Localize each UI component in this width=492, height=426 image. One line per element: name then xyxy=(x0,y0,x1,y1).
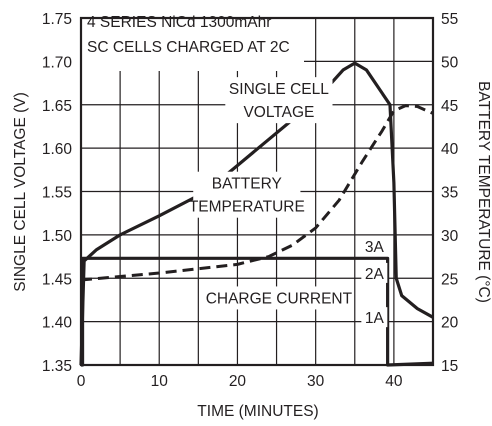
current-label-bg xyxy=(361,262,388,283)
x-tick-label: 40 xyxy=(385,373,403,390)
y-tick-label-right: 30 xyxy=(441,228,459,245)
y-tick-label-left: 1.50 xyxy=(42,228,73,245)
series-label-bg xyxy=(211,286,347,310)
current-label: 2A xyxy=(365,266,385,283)
y-tick-label-right: 40 xyxy=(441,141,459,158)
annotation-line-1: 4 SERIES NiCd 1300mAhr xyxy=(87,14,271,31)
y-tick-label-left: 1.60 xyxy=(42,141,73,158)
series-labels: SINGLE CELL VOLTAGE BATTERY TEMPERATURE CHAR… xyxy=(189,77,388,328)
series-label-text: TEMPERATURE xyxy=(189,199,305,216)
y-tick-label-left: 1.55 xyxy=(42,185,72,202)
plot-frame xyxy=(79,16,435,367)
series-label-text: CHARGE CURRENT xyxy=(206,290,353,307)
y-tick-label-left: 1.45 xyxy=(42,271,72,288)
y-tick-label-right: 50 xyxy=(441,54,459,71)
axes: 0 10 20 30 40 1.35 1.40 1.45 1.50 1.55 1.60 1.65 1.7… xyxy=(42,11,459,390)
series-label-text: SINGLE CELL xyxy=(229,81,329,98)
y-tick-label-right: 55 xyxy=(441,11,458,28)
annotation-box xyxy=(82,9,304,71)
series-label-text: BATTERY xyxy=(212,176,282,193)
y-tick-label-left: 1.40 xyxy=(42,315,73,332)
y-tick-label-left: 1.70 xyxy=(42,54,73,71)
series-label-bg xyxy=(225,77,333,124)
current-label: 3A xyxy=(365,239,385,256)
series-label-bg xyxy=(193,171,301,218)
x-tick-label: 0 xyxy=(77,373,86,390)
x-tick-label: 10 xyxy=(151,373,169,390)
y-tick-label-right: 25 xyxy=(441,271,458,288)
y-tick-label-right: 45 xyxy=(441,98,458,115)
current-label-bg xyxy=(361,236,388,257)
x-tick-label: 20 xyxy=(229,373,247,390)
y-tick-label-left: 1.75 xyxy=(42,11,72,28)
x-axis-label: TIME (MINUTES) xyxy=(197,403,318,420)
series-label-text: VOLTAGE xyxy=(243,104,314,121)
y-tick-label-left: 1.35 xyxy=(42,358,72,375)
y-tick-label-left: 1.65 xyxy=(42,98,72,115)
x-tick-label: 30 xyxy=(307,373,325,390)
annotation-line-2: SC CELLS CHARGED AT 2C xyxy=(87,39,290,56)
y-tick-label-right: 20 xyxy=(441,315,459,332)
series-battery-temperature xyxy=(80,104,434,282)
y-tick-label-right: 35 xyxy=(441,185,458,202)
current-label-bg xyxy=(361,307,388,328)
y-axis-label-right: BATTERY TEMPERATURE (°C) xyxy=(475,81,492,303)
current-label: 1A xyxy=(365,310,385,327)
y-axis-label-left: SINGLE CELL VOLTAGE (V) xyxy=(12,92,29,292)
y-tick-label-right: 15 xyxy=(441,358,458,375)
